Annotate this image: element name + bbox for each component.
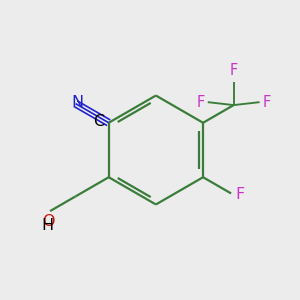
Text: F: F xyxy=(230,63,238,78)
Text: O: O xyxy=(42,214,54,229)
Text: F: F xyxy=(196,95,205,110)
Text: H: H xyxy=(41,218,54,233)
Text: F: F xyxy=(235,187,244,202)
Text: N: N xyxy=(71,95,83,110)
Text: C: C xyxy=(93,114,104,129)
Text: F: F xyxy=(262,95,271,110)
